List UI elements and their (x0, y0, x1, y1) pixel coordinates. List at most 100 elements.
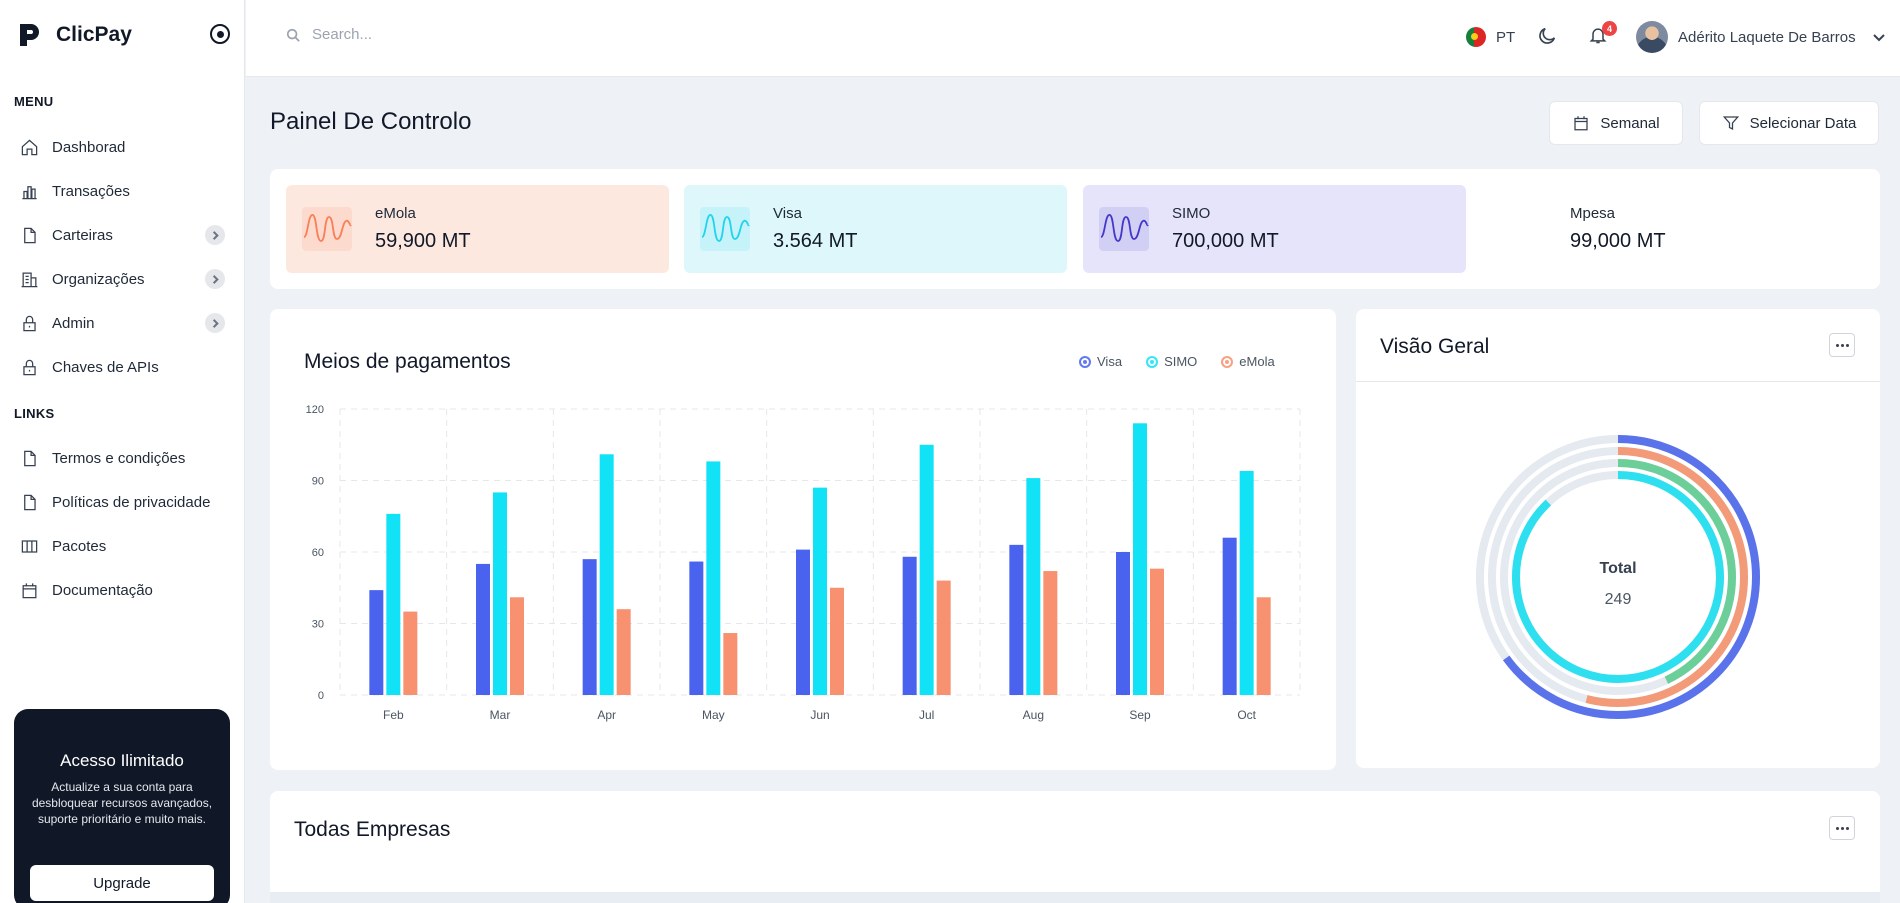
legend-marker (1221, 355, 1234, 368)
bar-emola[interactable] (1150, 568, 1164, 695)
language-label: PT (1496, 28, 1516, 46)
bar-visa[interactable] (1116, 552, 1130, 695)
sidebar-item-api-keys[interactable]: Chaves de APIs (20, 352, 225, 382)
bar-emola[interactable] (830, 587, 844, 695)
bar-emola[interactable] (936, 580, 951, 695)
menu-section-label: MENU (14, 94, 54, 109)
legend-marker (1079, 355, 1091, 368)
sidebar-item-label: Carteiras (52, 226, 113, 244)
radial-bar[interactable] (1500, 459, 1736, 695)
bar-emola[interactable] (616, 609, 631, 695)
chevron-right-icon[interactable] (205, 313, 225, 333)
bar-simo[interactable] (919, 444, 934, 695)
language-selector[interactable]: PT (1466, 27, 1515, 47)
links-section-label: LINKS (14, 406, 55, 421)
overview-radial-chart: Total 249 (1476, 435, 1760, 719)
stat-name: eMola (375, 205, 416, 222)
table-header-row (270, 892, 1880, 903)
select-date-button[interactable]: Selecionar Data (1699, 101, 1879, 145)
bar-chart-icon (22, 185, 37, 199)
stat-card-visa[interactable]: Visa 3.564 MT (684, 185, 1067, 273)
search-bar (286, 26, 612, 43)
sidebar: ClicPay MENU Dashborad Transações Cartei… (0, 0, 245, 903)
columns-icon (21, 539, 38, 553)
companies-panel (270, 791, 1880, 903)
bar-emola[interactable] (1043, 571, 1058, 695)
file-icon (24, 494, 36, 510)
sidebar-item-label: Chaves de APIs (52, 358, 159, 376)
building-icon (21, 272, 38, 287)
bar-visa[interactable] (582, 559, 597, 695)
portugal-flag-icon (1466, 27, 1486, 47)
sidebar-item-terms[interactable]: Termos e condições (20, 443, 225, 473)
bar-simo[interactable] (1133, 423, 1147, 695)
sidebar-item-privacy[interactable]: Políticas de privacidade (20, 487, 225, 517)
bar-visa[interactable] (902, 556, 917, 695)
user-menu[interactable]: Adérito Laquete De Barros (1636, 21, 1886, 53)
dark-mode-toggle[interactable] (1536, 25, 1560, 49)
sidebar-item-wallets[interactable]: Carteiras (20, 220, 225, 250)
sidebar-item-transactions[interactable]: Transações (20, 176, 225, 206)
legend-label: Visa (1097, 354, 1123, 369)
bar-simo[interactable] (599, 454, 614, 695)
stat-value: 3.564 MT (773, 230, 858, 252)
upgrade-button[interactable]: Upgrade (30, 865, 214, 901)
bar-simo[interactable] (1026, 478, 1041, 695)
brand[interactable]: ClicPay (18, 22, 132, 48)
radial-bar[interactable] (1512, 471, 1724, 683)
stat-card-emola[interactable]: eMola 59,900 MT (286, 185, 669, 273)
legend-item-visa[interactable]: Visa (1079, 354, 1122, 369)
bar-visa[interactable] (689, 561, 704, 695)
notifications-button[interactable]: 4 (1588, 21, 1617, 49)
sidebar-item-dashboard[interactable]: Dashborad (20, 132, 225, 162)
sidebar-item-label: Organizações (52, 270, 145, 288)
bar-visa[interactable] (369, 590, 384, 695)
companies-more-button[interactable] (1829, 816, 1855, 840)
bar-visa[interactable] (796, 549, 810, 695)
bar-emola[interactable] (510, 597, 524, 695)
sidebar-item-label: Pacotes (52, 537, 107, 555)
x-tick-label: Aug (1023, 708, 1044, 722)
bar-emola[interactable] (403, 611, 418, 695)
promo-text: Actualize a sua conta para desbloquear r… (31, 780, 213, 826)
radial-center-label: Total (1599, 560, 1636, 577)
legend-label: SIMO (1164, 354, 1198, 369)
payments-bar-chart: 0 30 60 90 120 Feb Mar Apr May Jun Jul Aug Sep Oct (306, 404, 1301, 722)
stat-card-mpesa[interactable]: Mpesa 99,000 MT (1481, 185, 1864, 273)
bar-simo[interactable] (706, 461, 721, 695)
sidebar-item-packages[interactable]: Pacotes (20, 531, 225, 561)
bar-emola[interactable] (723, 633, 738, 695)
legend-item-simo[interactable]: SIMO (1146, 354, 1197, 369)
clicpay-logo-icon (20, 24, 39, 46)
sidebar-item-label: Dashborad (52, 138, 126, 156)
sidebar-toggle-icon[interactable] (210, 24, 230, 44)
bar-simo[interactable] (1239, 470, 1254, 695)
radial-bar[interactable] (1488, 447, 1748, 707)
brand-name: ClicPay (56, 23, 132, 46)
bar-visa[interactable] (1009, 544, 1024, 695)
bar-emola[interactable] (1256, 597, 1271, 695)
bar-simo[interactable] (386, 513, 401, 695)
weekly-button[interactable]: Semanal (1549, 101, 1683, 145)
x-tick-label: Apr (597, 708, 616, 722)
sidebar-item-label: Documentação (52, 581, 153, 599)
chevron-down-icon (1872, 34, 1885, 42)
bar-visa[interactable] (476, 563, 490, 695)
sidebar-item-admin[interactable]: Admin (20, 308, 225, 338)
x-tick-label: Sep (1129, 708, 1151, 722)
bar-simo[interactable] (493, 492, 507, 695)
sidebar-item-organizations[interactable]: Organizações (20, 264, 225, 294)
stat-card-simo[interactable]: SIMO 700,000 MT (1083, 185, 1466, 273)
bar-visa[interactable] (1222, 537, 1237, 695)
radial-bar[interactable] (1476, 435, 1760, 719)
search-input[interactable] (312, 26, 612, 43)
chevron-right-icon[interactable] (205, 269, 225, 289)
sidebar-item-documentation[interactable]: Documentação (20, 575, 225, 605)
bell-icon (1589, 28, 1607, 44)
bar-simo[interactable] (813, 487, 827, 695)
chevron-right-icon[interactable] (205, 225, 225, 245)
overview-more-button[interactable] (1829, 333, 1855, 357)
y-tick-label: 90 (312, 476, 324, 488)
legend-item-emola[interactable]: eMola (1221, 354, 1275, 369)
calendar-icon (1574, 116, 1589, 131)
